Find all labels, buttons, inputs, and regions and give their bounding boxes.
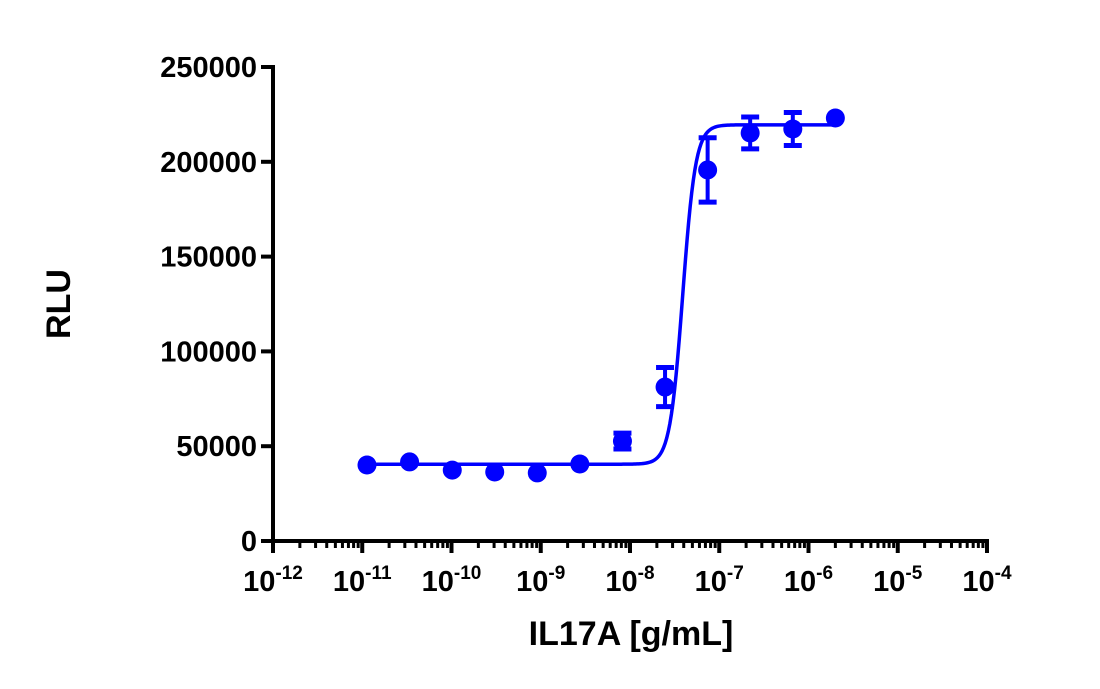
data-point [825,108,845,128]
data-point [698,160,718,180]
data-point [612,431,632,451]
data-point [527,463,547,483]
data-points [357,108,845,483]
data-point [485,462,505,482]
x-tick-label: 10-9 [516,563,565,598]
x-tick-label: 10-8 [605,563,654,598]
data-point [570,454,590,474]
y-tick-label: 100000 [160,336,257,368]
x-tick-label: 10-5 [873,563,923,598]
x-tick-label: 10-11 [333,563,392,598]
data-point [442,460,462,480]
fit-curve-group [366,123,836,466]
y-tick-label: 0 [241,526,257,558]
x-tick-label: 10-7 [695,563,744,598]
data-point [357,455,377,475]
x-axis-label: IL17A [g/mL] [529,615,734,653]
y-axis-label: RLU [40,269,78,339]
y-tick-label: 50000 [176,431,257,463]
fit-curve [366,123,836,466]
x-tick-label: 10-12 [243,563,303,598]
y-tick-label: 250000 [160,52,257,84]
data-point [740,123,760,143]
data-point [655,377,675,397]
ticks: 0 50000 100000 150000 200000 250000 10-12 10-11… [160,52,1012,598]
y-tick-label: 200000 [160,147,257,179]
x-tick-label: 10-6 [784,563,833,598]
data-point [400,452,420,472]
y-tick-label: 150000 [160,242,257,274]
x-tick-label: 10-10 [422,563,482,598]
data-point [783,119,803,139]
x-tick-label: 10-4 [962,563,1012,598]
axes [271,65,989,543]
